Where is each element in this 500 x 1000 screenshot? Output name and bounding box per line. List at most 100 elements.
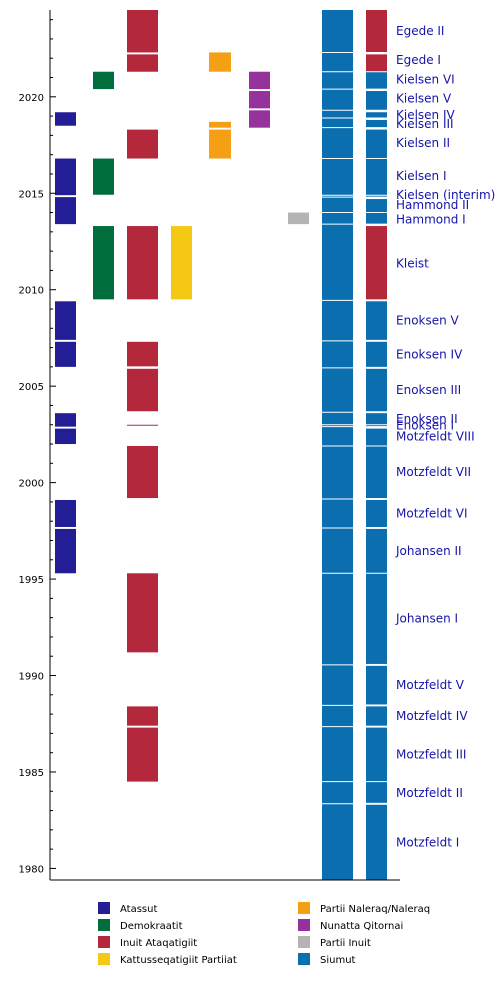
government-label: Hammond I [396,212,466,226]
government-label: Kleist [396,257,429,271]
party-bar-inuit_ataqatigiit [127,445,158,499]
legend-label-siumut: Siumut [320,955,356,966]
government-bar [366,573,387,664]
government-label: Kielsen V [396,92,452,106]
government-label: Motzfeldt VII [396,465,471,479]
party-bar-atassut [55,341,76,367]
party-bar-nunatta_qitornai [249,71,270,90]
legend-label-demokraatit: Demokraatit [120,921,183,932]
government-label: Kielsen II [396,136,450,150]
y-tick-label: 2005 [19,382,44,393]
party-bar-naleraq [209,121,231,128]
legend: Atassut Demokraatit Inuit Ataqatigiit Kattu… [98,902,430,966]
party-bar-atassut [55,112,76,126]
government-label: Motzfeldt IV [396,709,468,723]
legend-swatch-demokraatit [98,919,110,931]
government-label: Motzfeldt III [396,748,466,762]
government-bar [366,199,387,213]
government-label: Motzfeldt VIII [396,429,475,443]
party-bar-atassut [55,158,76,196]
government-bar [366,424,387,427]
government-label: Motzfeldt VI [396,506,468,520]
party-bar-inuit_ataqatigiit [127,706,158,726]
legend-swatch-naleraq [298,902,310,914]
government-bar [366,119,387,128]
government-label: Motzfeldt II [396,786,463,800]
government-bar [366,781,387,803]
y-tick-label: 1985 [19,768,44,779]
government-bar [366,10,387,53]
legend-label-naleraq: Partii Naleraq/Naleraq [320,904,430,915]
y-tick-label: 1990 [19,672,44,683]
party-bar-inuit_ataqatigiit [127,10,158,53]
government-label: Johansen I [395,612,458,626]
legend-label-kattusseqatigiit: Kattusseqatigiit Partiiat [120,955,237,966]
government-label: Enoksen IV [396,347,463,361]
party-bar-inuit_ataqatigiit [127,368,158,412]
government-bar [366,804,387,880]
y-axis: 1980 1985 1990 1995 2000 2005 2010 2015 2020 [19,10,400,881]
government-label: Kielsen VI [396,72,455,86]
legend-label-nunatta_qitornai: Nunatta Qitornai [320,921,403,932]
party-bar-demokraatit [93,71,114,90]
party-bar-inuit_ataqatigiit [127,573,158,653]
legend-swatch-nunatta_qitornai [298,919,310,931]
government-label: Kielsen III [396,117,454,131]
party-bar-kattusseqatigiit [171,226,192,300]
party-bar-inuit_ataqatigiit [127,424,158,426]
party-bar-atassut [55,428,76,445]
party-bar-nunatta_qitornai [249,91,270,109]
government-bar [366,226,387,300]
party-bar-inuit_ataqatigiit [127,341,158,367]
government-bar [366,727,387,782]
legend-swatch-siumut [298,953,310,965]
government-bar [366,428,387,446]
government-label: Hammond II [396,198,469,212]
government-bar [366,665,387,705]
government-bar [366,212,387,225]
government-label: Egede II [396,24,444,38]
party-bar-partii_inuit [288,212,309,225]
party-bar-naleraq [209,129,231,159]
party-bar-atassut [55,528,76,574]
government-bar [366,445,387,499]
government-label: Enoksen III [396,383,461,397]
government-label: Enoksen I [396,419,454,433]
party-bar-demokraatit [93,158,114,196]
government-bar [366,158,387,196]
government-bar [366,528,387,574]
y-tick-label: 2015 [19,189,44,200]
party-bar-inuit_ataqatigiit [127,54,158,72]
party-bar-demokraatit [93,226,114,300]
government-label: Enoksen II [396,412,458,426]
legend-label-inuit_ataqatigiit: Inuit Ataqatigiit [120,938,197,949]
government-label: Motzfeldt V [396,678,465,692]
government-bar [366,706,387,726]
legend-label-partii_inuit: Partii Inuit [320,938,371,949]
party-bar-inuit_ataqatigiit [127,727,158,782]
party-bar-atassut [55,499,76,527]
government-label: Kielsen I [396,169,447,183]
y-tick-label: 1995 [19,575,44,586]
party-bar-siumut [322,10,353,880]
y-tick-label: 1980 [19,864,44,875]
party-bar-atassut [55,413,76,427]
government-label: Johansen II [395,544,462,558]
party-bar-inuit_ataqatigiit [127,129,158,159]
legend-label-atassut: Atassut [120,904,157,915]
party-bar-nunatta_qitornai [249,110,270,128]
legend-swatch-atassut [98,902,110,914]
government-label: Kielsen (interim) [396,188,495,202]
party-bar-inuit_ataqatigiit [127,226,158,300]
government-labels: Egede II Egede I Kielsen VI Kielsen V Kielse… [395,24,495,849]
y-tick-label: 2010 [19,286,44,297]
government-bar [366,368,387,412]
government-bar [366,54,387,72]
government-bar [366,91,387,111]
government-bar [366,301,387,340]
legend-swatch-kattusseqatigiit [98,953,110,965]
party-bar-naleraq [209,52,231,72]
government-bar [366,341,387,367]
party-bars [55,10,353,880]
government-bar [366,413,387,425]
